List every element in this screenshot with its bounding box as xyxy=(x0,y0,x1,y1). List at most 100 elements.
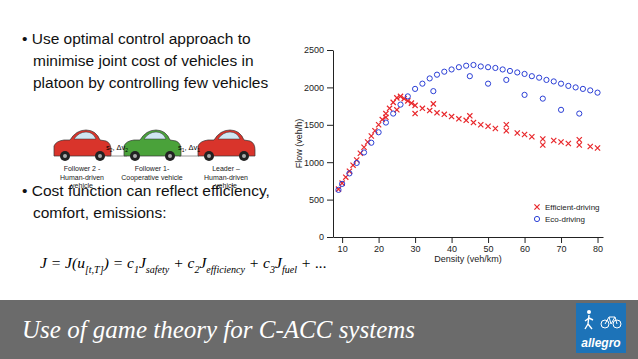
data-point xyxy=(449,114,454,119)
y-axis-tick-label: 500 xyxy=(309,195,324,205)
data-point xyxy=(573,85,578,90)
y-axis: 0 500 1000 1500 2000 2500 xyxy=(304,45,334,242)
x-axis-tick: 10 xyxy=(338,237,348,254)
x-axis-tick-label: 60 xyxy=(520,244,530,254)
vehicle xyxy=(124,130,181,161)
x-axis: 1020304050607080 xyxy=(334,237,604,254)
logo-box xyxy=(576,303,626,353)
data-point xyxy=(442,112,447,117)
x-axis-tick-mark xyxy=(415,237,416,243)
data-point xyxy=(383,115,388,120)
data-point xyxy=(412,111,417,116)
x-axis-tick: 50 xyxy=(484,237,494,254)
vehicle-label: Human-driven xyxy=(60,174,104,181)
data-point xyxy=(485,81,490,86)
equation-part: ) = c xyxy=(103,254,134,272)
data-point xyxy=(434,72,439,77)
vehicle xyxy=(54,130,111,161)
y-axis-tick-label: 1500 xyxy=(304,120,324,130)
logo-icon xyxy=(585,315,593,329)
y-axis-title: Flow (veh/h) xyxy=(294,119,304,169)
x-axis-tick-label: 50 xyxy=(484,244,494,254)
legend-marker xyxy=(534,216,539,221)
gap-label: s1, Δv1 xyxy=(178,143,200,153)
data-point xyxy=(427,108,432,113)
vehicle-label: Follower 2 - xyxy=(64,165,101,172)
data-point xyxy=(361,145,366,150)
y-axis-line xyxy=(333,51,334,238)
x-axis-tick: 70 xyxy=(557,237,567,254)
x-axis-tick: 20 xyxy=(374,237,384,254)
data-point xyxy=(515,130,520,135)
equation-part: + c xyxy=(169,254,194,271)
data-point xyxy=(558,107,563,112)
data-point xyxy=(515,70,520,75)
vehicle-hub xyxy=(133,154,137,158)
data-point xyxy=(540,142,545,147)
x-axis-tick-mark xyxy=(379,237,380,243)
data-point xyxy=(456,116,461,121)
y-axis-tick: 2500 xyxy=(304,45,333,55)
plot-marks xyxy=(336,62,600,192)
vehicle-hub xyxy=(207,154,211,158)
vehicle-wheel xyxy=(239,151,249,161)
y-axis-tick-mark xyxy=(327,200,333,201)
data-point xyxy=(369,133,374,138)
data-point xyxy=(522,132,527,137)
x-axis-tick-mark xyxy=(452,237,453,243)
vehicle xyxy=(198,130,255,161)
y-axis-tick-mark xyxy=(327,87,333,88)
platoon-diagram: Follower 2 - Human-drivenvehicle Follower … xyxy=(54,130,255,189)
data-point xyxy=(522,71,527,76)
vehicle-hub xyxy=(98,154,102,158)
data-point xyxy=(376,130,381,135)
vehicle-wheel xyxy=(130,151,140,161)
y-axis-tick-label: 1000 xyxy=(304,158,324,168)
y-axis-tick-label: 2500 xyxy=(304,45,324,55)
x-axis-tick-label: 10 xyxy=(338,244,348,254)
data-point xyxy=(544,77,549,82)
legend-label: Eco-driving xyxy=(545,215,585,224)
data-point xyxy=(354,160,359,165)
data-point xyxy=(595,145,600,150)
data-point xyxy=(485,65,490,70)
background xyxy=(0,0,638,359)
data-point xyxy=(540,96,545,101)
y-axis-tick: 500 xyxy=(309,195,333,205)
vehicle-label: Cooperative vehicle xyxy=(121,174,183,182)
data-point xyxy=(580,86,585,91)
vehicle-wheel xyxy=(60,151,70,161)
bullet-text: minimise joint cost of vehicles in xyxy=(33,52,254,69)
data-point xyxy=(566,83,571,88)
data-point xyxy=(529,74,534,79)
y-axis-tick-mark xyxy=(327,125,333,126)
x-axis-tick-label: 40 xyxy=(447,244,457,254)
gap-arrow xyxy=(179,156,199,157)
gap-label-part: , Δv xyxy=(112,143,125,152)
y-axis-tick-label: 0 xyxy=(319,232,324,242)
vehicle-wheel xyxy=(165,151,175,161)
data-point xyxy=(577,137,582,142)
data-point xyxy=(369,140,374,145)
equation-part: safety xyxy=(146,264,170,275)
x-axis-tick-mark xyxy=(342,237,343,243)
data-point xyxy=(420,106,425,111)
y-axis-tick: 1500 xyxy=(304,120,333,130)
data-point xyxy=(434,110,439,115)
vehicle-label: Follower 1- xyxy=(135,165,170,172)
data-point xyxy=(471,62,476,67)
data-point xyxy=(577,142,582,147)
data-point xyxy=(398,102,403,107)
footer-bar xyxy=(0,300,638,359)
data-point xyxy=(340,181,345,186)
data-point xyxy=(485,124,490,129)
data-point xyxy=(464,63,469,68)
y-axis-tick-label: 2000 xyxy=(304,83,324,93)
gap-arrow xyxy=(107,156,127,157)
data-point xyxy=(504,128,509,133)
y-axis-tick: 1000 xyxy=(304,158,333,168)
vehicle-hub xyxy=(63,154,67,158)
vehicle-wheel xyxy=(95,151,105,161)
data-point xyxy=(449,67,454,72)
vehicle-label: vehicle xyxy=(71,182,93,189)
